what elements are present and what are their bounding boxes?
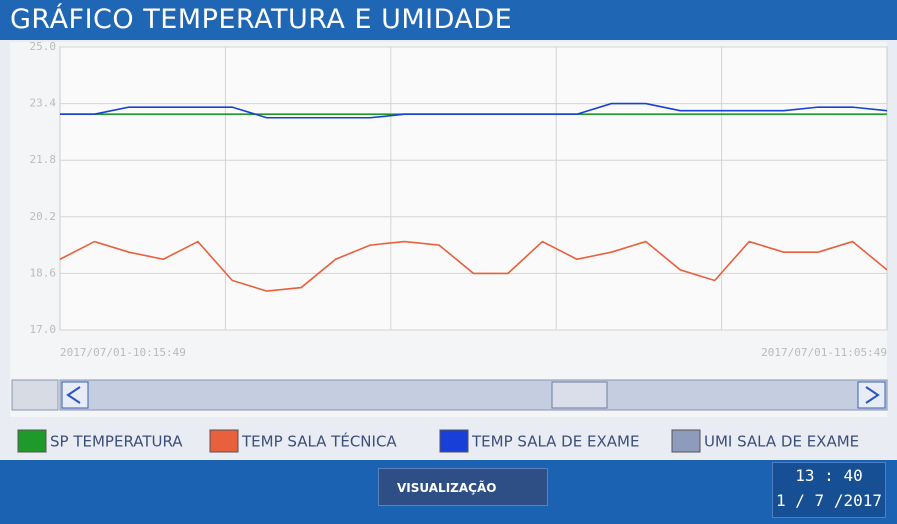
legend-swatch [671, 429, 701, 453]
y-tick-label: 21.8 [30, 153, 57, 166]
scroll-thumb[interactable] [551, 381, 608, 409]
scroll-right[interactable] [857, 381, 886, 409]
scroll-track [59, 379, 888, 411]
scroll-icon[interactable] [11, 379, 59, 411]
plot-area [59, 46, 888, 331]
legend-label: TEMP SALA DE EXAME [471, 433, 639, 451]
legend-swatch [17, 429, 47, 453]
legend-swatch [439, 429, 469, 453]
legend-label: TEMP SALA TÉCNICA [241, 432, 397, 451]
arrow-left [66, 386, 81, 404]
scroll-left[interactable] [61, 381, 89, 409]
chart: 17.0 18.6 20.2 21.8 23.4 25.0 2017/07/01-10:15… [10, 40, 888, 453]
x-tick-label: 2017/07/01-11:05:49 [761, 346, 887, 359]
time: 13 : 40 [795, 466, 863, 485]
series-line [59, 240, 888, 292]
scrollbar [11, 379, 888, 411]
x-tick-label: 2017/07/01-10:15:49 [60, 346, 186, 359]
screen-title: GRÁFICO TEMPERATURA E UMIDADE [0, 0, 897, 40]
legend-label: SP TEMPERATURA [50, 433, 183, 451]
legend-swatch [209, 429, 239, 453]
date: 1 / 7 /2017 [776, 491, 882, 510]
view-button[interactable]: VISUALIZAÇÃO [378, 468, 548, 506]
y-tick-label: 20.2 [30, 210, 57, 223]
y-tick-label: 17.0 [30, 323, 57, 336]
arrow-right [865, 386, 880, 404]
y-tick-label: 23.4 [30, 97, 57, 110]
clock: 13 : 40 1 / 7 /2017 [772, 462, 886, 518]
y-tick-label: 25.0 [30, 40, 57, 53]
legend-label: UMI SALA DE EXAME [704, 433, 859, 451]
series-line [60, 102, 888, 119]
y-tick-label: 18.6 [30, 266, 57, 279]
